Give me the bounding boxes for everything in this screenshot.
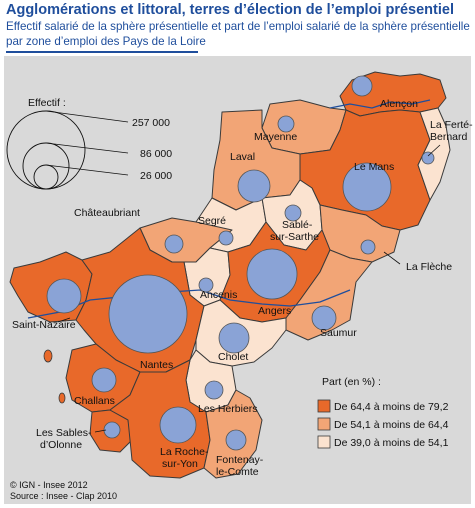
label-segre: Segré — [198, 215, 226, 227]
label-nantes: Nantes — [140, 359, 173, 371]
class-legend: Part (en %) : De 64,4 à moins de 79,2 De… — [317, 376, 449, 449]
label-angers: Angers — [258, 305, 291, 317]
bubble-challans — [91, 367, 117, 393]
class-legend-label-mid: De 54,1 à moins de 64,4 — [334, 419, 449, 431]
zone-saumur — [285, 249, 373, 341]
island-2 — [58, 392, 66, 404]
label-le-mans: Le Mans — [354, 161, 394, 173]
size-legend-circle-small — [33, 164, 59, 190]
title-underline — [6, 51, 198, 53]
bubble-saumur — [311, 305, 337, 331]
label-mayenne: Mayenne — [254, 131, 297, 143]
bubble-mayenne — [277, 115, 295, 133]
size-legend-value-1: 257 000 — [132, 117, 170, 129]
label-cholet: Cholet — [218, 351, 248, 363]
class-legend-swatch-high — [317, 399, 331, 413]
label-la-fleche: La Flèche — [406, 261, 452, 273]
class-legend-swatch-low — [317, 435, 331, 449]
bubbles-layer — [46, 75, 435, 451]
class-legend-swatch-mid — [317, 417, 331, 431]
size-legend-circle-medium — [22, 142, 70, 190]
bubble-angers — [246, 248, 298, 300]
size-legend-value-2: 86 000 — [140, 148, 172, 160]
label-challans: Challans — [74, 395, 115, 407]
bubble-saint-nazaire — [46, 278, 82, 314]
label-sable: Sablé- — [282, 219, 313, 231]
map-title: Agglomérations et littoral, terres d’éle… — [6, 2, 454, 18]
label-sur-sarthe: sur-Sarthe — [270, 231, 319, 243]
label-alencon: Alençon — [380, 98, 418, 110]
label-fontenay: Fontenay- — [216, 454, 264, 466]
bubble-les-sables-d-olonne — [103, 421, 121, 439]
label-chateaubriant: Châteaubriant — [74, 207, 140, 219]
label-saumur: Saumur — [320, 327, 357, 339]
size-legend-title: Effectif : — [28, 97, 66, 109]
zones-layer — [9, 71, 451, 479]
label-ancenis: Ancenis — [200, 289, 237, 301]
bubble-sable-sur-sarthe — [284, 204, 302, 222]
size-legend: Effectif : 257 000 86 000 26 000 — [6, 97, 172, 190]
map-subtitle: Effectif salarié de la sphère présentiel… — [6, 20, 470, 49]
northern-river — [329, 99, 431, 109]
credits-copyright: © IGN - Insee 2012 — [10, 480, 88, 490]
label-d-olonne: d’Olonne — [40, 439, 82, 451]
bubble-la-roche-sur-yon — [159, 406, 197, 444]
bubble-les-herbiers — [204, 380, 224, 400]
bubble-la-fleche — [360, 239, 376, 255]
class-legend-title: Part (en %) : — [322, 376, 381, 388]
island-1 — [43, 349, 53, 363]
zone-la-ferte-bernard — [417, 107, 451, 201]
label-les-herbiers: Les Herbiers — [198, 403, 258, 415]
label-le-comte: le-Comte — [216, 466, 259, 478]
label-laval: Laval — [230, 151, 255, 163]
bubble-cholet — [218, 322, 250, 354]
loire-river — [27, 289, 351, 319]
size-legend-value-3: 26 000 — [140, 170, 172, 182]
zone-labels: Alençon Mayenne Laval Le Mans La Ferté- … — [12, 98, 473, 478]
bubble-chateaubriant — [164, 234, 184, 254]
bubble-ancenis — [198, 277, 214, 293]
subtitle-line-2: par zone d’emploi des Pays de la Loire — [6, 34, 206, 48]
bubble-fontenay-le-comte — [225, 429, 247, 451]
label-sur-yon: sur-Yon — [162, 458, 198, 470]
label-les-sables: Les Sables- — [36, 427, 92, 439]
size-legend-circle-large — [6, 110, 86, 190]
bubble-nantes — [108, 274, 188, 354]
bubble-alencon — [351, 75, 373, 97]
class-legend-label-low: De 39,0 à moins de 54,1 — [334, 437, 449, 449]
bubble-le-mans — [342, 162, 392, 212]
bubble-segre — [218, 230, 234, 246]
label-la-ferte: La Ferté- — [430, 119, 473, 131]
bubble-laval — [237, 169, 271, 203]
label-la-roche: La Roche- — [160, 446, 209, 458]
label-bernard: Bernard — [430, 131, 468, 143]
credits-source: Source : Insee - Clap 2010 — [10, 491, 117, 501]
subtitle-line-1: Effectif salarié de la sphère présentiel… — [6, 20, 470, 33]
label-saint-nazaire: Saint-Nazaire — [12, 319, 76, 331]
bubble-la-ferte-bernard — [421, 151, 435, 165]
leader-lines — [57, 144, 441, 433]
class-legend-label-high: De 64,4 à moins de 79,2 — [334, 401, 449, 413]
